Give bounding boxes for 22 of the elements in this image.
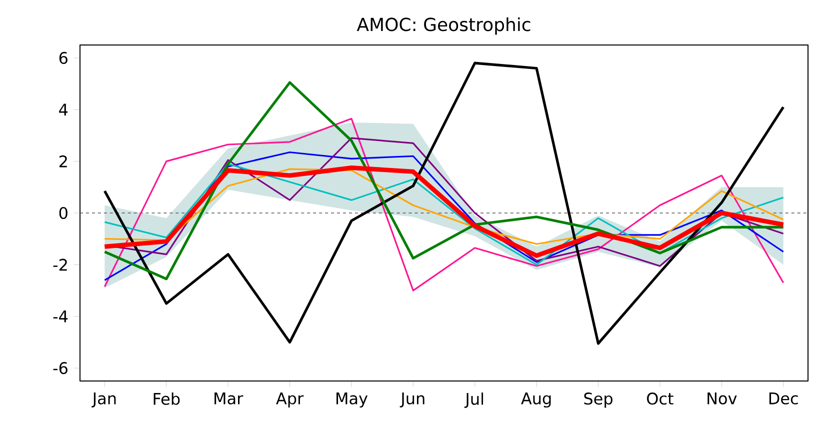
chart-title: AMOC: Geostrophic — [356, 17, 530, 35]
x-tick-label: Feb — [154, 392, 180, 405]
x-tick-label: Apr — [276, 392, 304, 408]
y-tick-label: 0 — [59, 206, 68, 220]
line-series — [103, 62, 785, 345]
y-tick-label: -4 — [53, 310, 68, 322]
y-tick-label: 2 — [59, 155, 67, 168]
x-tick-label: Aug — [521, 392, 551, 408]
x-tick-label: Jan — [92, 392, 116, 408]
line-series — [103, 81, 785, 280]
x-tick-label: Oct — [647, 392, 674, 405]
x-tick-label: Nov — [708, 392, 737, 404]
x-tick-label: Jul — [464, 392, 484, 408]
y-tick-label: 6 — [59, 52, 68, 64]
x-tick-label: Jun — [400, 392, 424, 408]
x-tick-label: Dec — [769, 392, 798, 404]
y-tick-label: 4 — [59, 104, 68, 116]
x-tick-label: Sep — [584, 392, 612, 408]
y-tick-label: -2 — [53, 258, 67, 271]
x-tick-label: May — [336, 392, 368, 408]
x-tick-label: Mar — [214, 392, 244, 404]
y-tick-label: -6 — [53, 362, 68, 374]
